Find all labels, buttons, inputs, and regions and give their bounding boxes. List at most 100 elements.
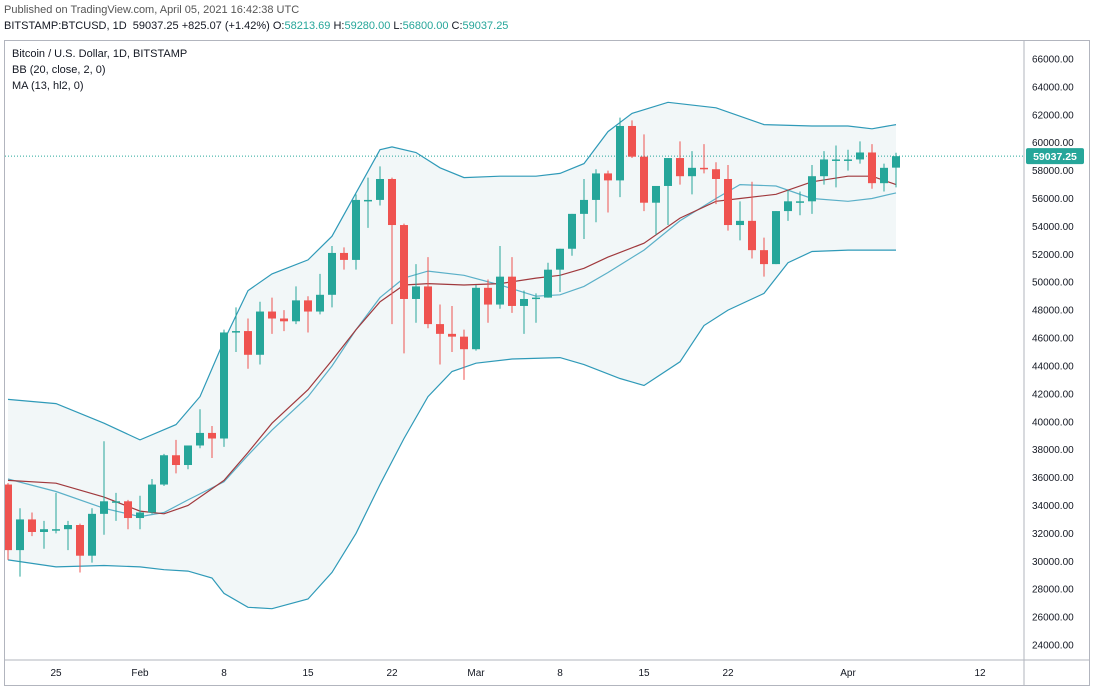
candle-body <box>484 287 492 305</box>
candle-body <box>652 185 660 203</box>
candle-body <box>460 336 468 350</box>
candle-body <box>712 169 720 179</box>
candle-body <box>508 276 516 306</box>
candle-body <box>676 158 684 177</box>
candle-body <box>472 287 480 350</box>
candle-body <box>832 159 840 161</box>
y-tick-label: 32000.00 <box>1032 529 1074 540</box>
candle-body <box>736 220 744 226</box>
candle-body <box>424 286 432 325</box>
bb-basis-line <box>7 183 897 518</box>
symbol-ohlc-line: BITSTAMP:BTCUSD, 1D 59037.25 +825.07 (+1… <box>4 20 508 32</box>
candle-body <box>400 225 408 299</box>
x-tick-label: Apr <box>840 668 856 679</box>
candle-body <box>496 276 504 305</box>
x-tick-label: 22 <box>386 668 398 679</box>
candle-body <box>616 125 624 181</box>
candle-body <box>232 331 240 333</box>
candle-body <box>76 525 84 556</box>
candle-body <box>184 445 192 466</box>
candle-body <box>328 252 336 295</box>
chart-legend: Bitcoin / U.S. Dollar, 1D, BITSTAMP BB (… <box>12 46 187 94</box>
candle-body <box>772 211 780 265</box>
candle-body <box>592 173 600 200</box>
candle-body <box>700 167 708 170</box>
candle-body <box>52 529 60 531</box>
y-tick-label: 64000.00 <box>1032 82 1074 93</box>
candle-body <box>640 156 648 203</box>
close-value: 59037.25 <box>462 20 509 32</box>
low-value: 56800.00 <box>402 20 449 32</box>
candle-body <box>280 318 288 322</box>
candle-body <box>64 525 72 530</box>
candle-body <box>244 331 252 355</box>
candle-body <box>100 501 108 514</box>
change-value: +825.07 (+1.42%) <box>181 20 270 32</box>
candle-body <box>796 201 804 203</box>
bb-upper-line <box>7 101 897 441</box>
candle-body <box>580 199 588 214</box>
candle-body <box>724 178 732 226</box>
candle-body <box>352 199 360 260</box>
candle-body <box>820 159 828 177</box>
y-tick-label: 60000.00 <box>1032 138 1074 149</box>
candle-body <box>532 297 540 300</box>
candle-body <box>316 294 324 312</box>
last-value: 59037.25 <box>132 20 179 32</box>
candle-body <box>136 512 144 519</box>
legend-ma: MA (13, hl2, 0) <box>12 80 84 92</box>
legend-title: Bitcoin / U.S. Dollar, 1D, BITSTAMP <box>12 48 188 60</box>
y-tick-label: 42000.00 <box>1032 389 1074 400</box>
candle-body <box>376 178 384 200</box>
candle-body <box>172 455 180 466</box>
candle-body <box>688 167 696 177</box>
open-value: 58213.69 <box>284 20 331 32</box>
high-value: 59280.00 <box>344 20 391 32</box>
candle-body <box>784 201 792 212</box>
last-price-tag <box>1026 148 1084 165</box>
candle-body <box>568 213 576 249</box>
candle-body <box>388 178 396 226</box>
candle-body <box>16 519 24 551</box>
candle-body <box>268 311 276 319</box>
candle-body <box>556 248 564 270</box>
chart-frame <box>4 40 1090 686</box>
candle-body <box>880 167 888 184</box>
bb-lower-line <box>7 249 896 610</box>
x-tick-label: Mar <box>467 668 485 679</box>
candle-body <box>112 501 120 503</box>
candle-body <box>88 513 96 556</box>
candle-body <box>208 432 216 439</box>
x-tick-label: 8 <box>221 668 227 679</box>
y-tick-label: 44000.00 <box>1032 361 1074 372</box>
candle-body <box>160 455 168 485</box>
candle-body <box>5 484 12 551</box>
x-tick-label: 15 <box>638 668 650 679</box>
high-label: H: <box>333 20 345 32</box>
candle-body <box>340 252 348 260</box>
candle-body <box>844 159 852 161</box>
open-label: O: <box>272 20 285 32</box>
candle-body <box>148 484 156 513</box>
candle-body <box>760 250 768 265</box>
y-tick-label: 38000.00 <box>1032 445 1074 456</box>
x-tick-label: Feb <box>131 668 149 679</box>
symbol-label: BITSTAMP:BTCUSD, 1D <box>4 20 127 32</box>
y-tick-label: 50000.00 <box>1032 278 1074 289</box>
y-tick-label: 66000.00 <box>1032 55 1074 66</box>
candle-body <box>856 152 864 160</box>
x-tick-label: 12 <box>974 668 986 679</box>
x-tick-label: 15 <box>302 668 314 679</box>
bb-fill <box>8 102 896 609</box>
y-tick-label: 46000.00 <box>1032 334 1074 345</box>
candle-body <box>412 286 420 299</box>
legend-bb: BB (20, close, 2, 0) <box>12 64 106 76</box>
candle-body <box>892 156 900 168</box>
candle-body <box>364 199 372 202</box>
published-line: Published on TradingView.com, April 05, … <box>4 4 300 16</box>
close-label: C: <box>451 20 463 32</box>
candle-body <box>808 176 816 202</box>
y-tick-label: 26000.00 <box>1032 613 1074 624</box>
candle-body <box>196 432 204 446</box>
